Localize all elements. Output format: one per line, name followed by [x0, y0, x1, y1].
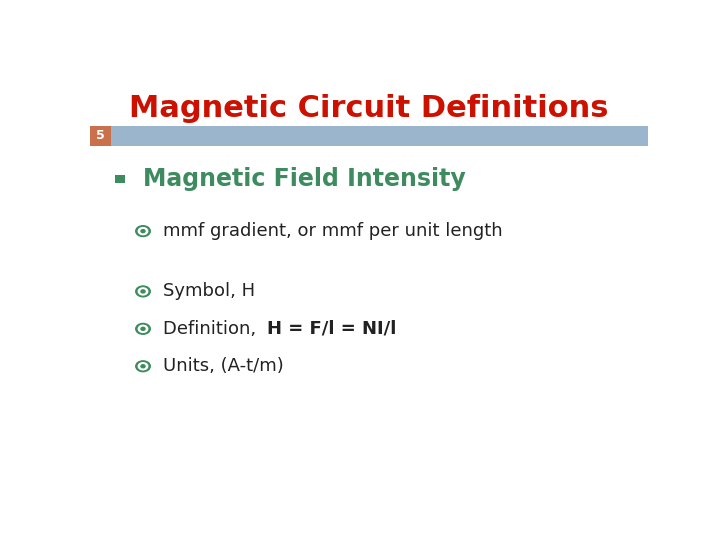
Text: Units, (A-t/m): Units, (A-t/m)	[163, 357, 283, 375]
Circle shape	[141, 327, 145, 330]
Circle shape	[136, 226, 150, 237]
Bar	[90, 126, 648, 146]
Bar	[115, 174, 125, 183]
Bar	[90, 126, 111, 146]
Circle shape	[136, 323, 150, 334]
Text: Magnetic Circuit Definitions: Magnetic Circuit Definitions	[129, 94, 608, 123]
Circle shape	[141, 364, 145, 368]
Text: Magnetic Field Intensity: Magnetic Field Intensity	[143, 167, 466, 191]
Circle shape	[138, 363, 148, 370]
Circle shape	[138, 325, 148, 332]
Text: H = F/l = NI/l: H = F/l = NI/l	[267, 320, 397, 338]
Text: Definition,: Definition,	[163, 320, 267, 338]
Circle shape	[138, 227, 148, 235]
Circle shape	[136, 361, 150, 372]
Circle shape	[136, 286, 150, 297]
Text: Symbol, H: Symbol, H	[163, 282, 255, 300]
Text: 5: 5	[96, 130, 105, 143]
Circle shape	[141, 230, 145, 233]
Circle shape	[138, 288, 148, 295]
Text: mmf gradient, or mmf per unit length: mmf gradient, or mmf per unit length	[163, 222, 502, 240]
Circle shape	[141, 290, 145, 293]
